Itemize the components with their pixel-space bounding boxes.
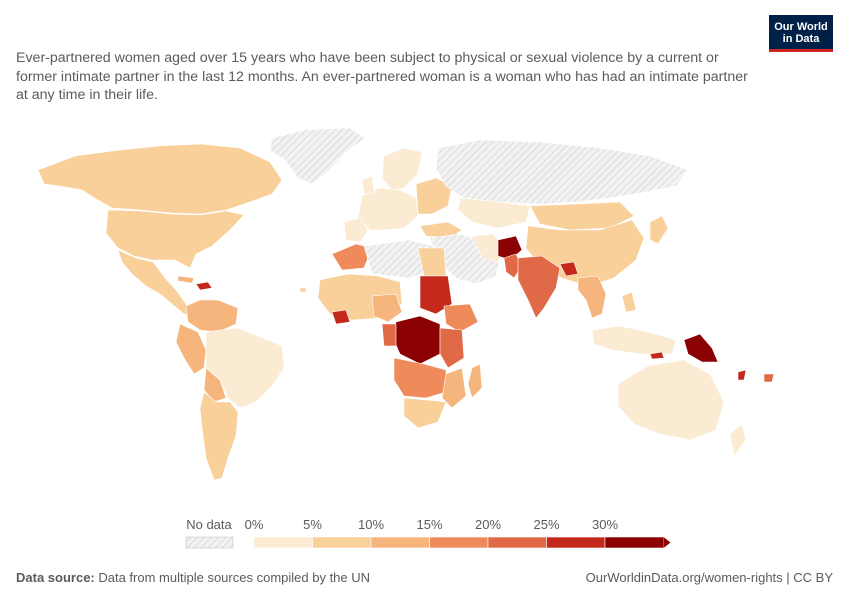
philippines[interactable] [621, 291, 637, 313]
scandinavia[interactable] [381, 147, 423, 191]
fiji[interactable] [763, 373, 775, 383]
iberia[interactable] [343, 217, 369, 243]
legend-swatch[interactable] [429, 536, 489, 549]
legend-tick-label: 15% [416, 517, 442, 532]
southeast-asia[interactable] [577, 275, 607, 319]
chart-subtitle: Ever-partnered women aged over 15 years … [16, 50, 748, 103]
logo-line-2: in Data [782, 33, 820, 45]
mozambique-zimbabwe[interactable] [441, 367, 467, 409]
argentina-chile[interactable] [199, 391, 239, 481]
usa[interactable] [105, 209, 245, 269]
legend-tick-label: 10% [358, 517, 384, 532]
ethiopia[interactable] [443, 303, 479, 333]
colombia-venezuela[interactable] [185, 299, 239, 333]
new-zealand[interactable] [729, 423, 747, 457]
papua-new-guinea[interactable] [683, 333, 719, 363]
legend-tick-label: 0% [245, 517, 264, 532]
timor-leste[interactable] [649, 351, 665, 360]
legend-tick-label: 25% [533, 517, 559, 532]
data-source-label: Data source: [16, 570, 95, 585]
legend-tick-label: 20% [475, 517, 501, 532]
madagascar[interactable] [467, 363, 483, 399]
legend-swatch[interactable] [253, 536, 313, 549]
legend-swatch[interactable] [487, 536, 547, 549]
legend-swatch[interactable] [312, 536, 372, 549]
india[interactable] [517, 255, 561, 319]
legend-open-end-arrow [663, 537, 671, 548]
caribbean-islands[interactable] [177, 275, 195, 284]
legend-swatch[interactable] [546, 536, 606, 549]
logo-line-1: Our World [774, 21, 828, 33]
data-source-text: Data from multiple sources compiled by t… [94, 570, 371, 585]
bolivia-paraguay[interactable] [203, 367, 227, 403]
indonesia[interactable] [591, 325, 677, 355]
footer-link[interactable]: OurWorldinData.org/women-rights | CC BY [585, 570, 833, 585]
caribbean-haiti[interactable] [195, 281, 213, 291]
central-africa[interactable] [391, 315, 441, 365]
pacific-islands[interactable] [737, 369, 747, 381]
mongolia-china-north[interactable] [529, 201, 635, 231]
legend-swatch[interactable] [370, 536, 430, 549]
owid-logo[interactable]: Our World in Data [769, 15, 833, 52]
data-source: Data source: Data from multiple sources … [16, 570, 370, 585]
legend-swatch[interactable] [604, 536, 664, 549]
western-europe[interactable] [357, 187, 419, 231]
peru-ecuador[interactable] [175, 323, 207, 375]
australia[interactable] [617, 359, 725, 441]
gabon-cameroon[interactable] [381, 323, 397, 347]
south-africa[interactable] [403, 397, 447, 429]
kazakhstan[interactable] [457, 197, 531, 229]
canada-alaska[interactable] [37, 143, 283, 215]
legend-tick-label: 5% [303, 517, 322, 532]
uk[interactable] [361, 175, 375, 195]
japan-korea[interactable] [649, 215, 669, 245]
legend-tick-label: 30% [592, 517, 618, 532]
world-map[interactable] [0, 118, 850, 518]
legend: No data 0% 5% 10% 15% 20% 25% 30% [185, 517, 671, 549]
east-africa[interactable] [439, 327, 465, 369]
russia[interactable] [435, 139, 689, 205]
cape-verde[interactable] [299, 287, 307, 293]
greenland[interactable] [269, 127, 366, 185]
sudan[interactable] [419, 275, 453, 315]
turkey[interactable] [419, 221, 463, 239]
liberia-sierra-leone[interactable] [331, 309, 351, 325]
legend-no-data-swatch[interactable] [185, 536, 234, 549]
nepal-bangladesh[interactable] [559, 261, 579, 277]
angola-zambia[interactable] [393, 357, 447, 399]
eastern-europe[interactable] [415, 177, 453, 215]
nigeria[interactable] [371, 293, 403, 323]
legend-no-data-label: No data [186, 517, 232, 532]
